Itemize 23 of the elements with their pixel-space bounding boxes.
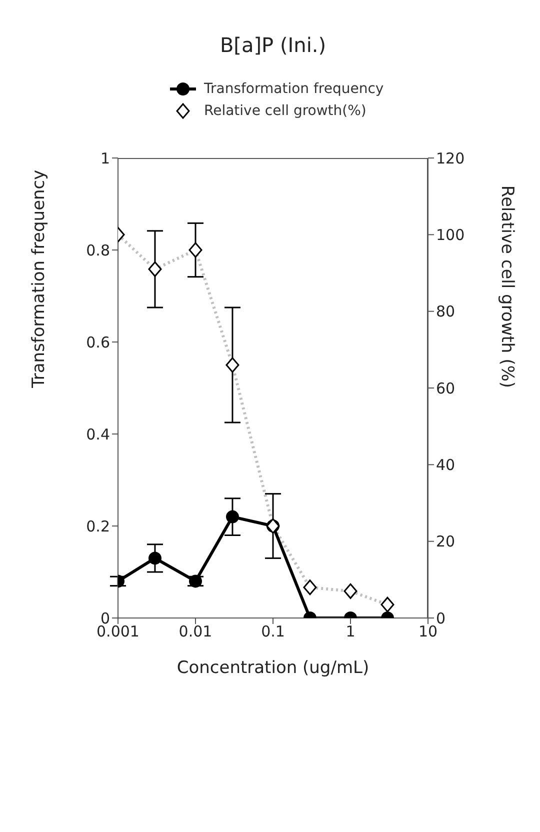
y-tick-label: 1 (100, 149, 110, 168)
x-tick-label: 0.01 (178, 622, 212, 641)
y2-axis-title: Relative cell growth (%) (496, 185, 517, 388)
y2-tick-label: 0 (436, 609, 446, 628)
y2-tick-label: 120 (436, 149, 465, 168)
y-tick-label: 0.8 (86, 241, 110, 260)
y-tick-label: 0.4 (86, 425, 110, 444)
y2-tick-label: 80 (436, 302, 456, 321)
x-tick-label: 10 (418, 622, 438, 641)
y-tick-label: 0.2 (86, 517, 110, 536)
x-tick-label: 0.001 (96, 622, 140, 641)
y2-tick-label: 100 (436, 226, 465, 244)
y-tick-label: 0.6 (86, 333, 110, 352)
y2-tick-label: 20 (436, 532, 456, 551)
legend-label: Relative cell growth(%) (203, 102, 368, 121)
x-tick-label: 0.1 (261, 622, 285, 641)
y2-tick-label: 60 (436, 379, 456, 398)
x-tick-label: 1 (346, 622, 356, 641)
y2-tick-label: 40 (436, 456, 456, 474)
y-axis-title: Transformation frequency (29, 170, 50, 389)
chart-title: B[a]P (Ini.) (218, 33, 328, 57)
legend-label: Transformation frequency (203, 80, 384, 99)
x-axis-title: Concentration (ug/mL) (176, 658, 370, 678)
